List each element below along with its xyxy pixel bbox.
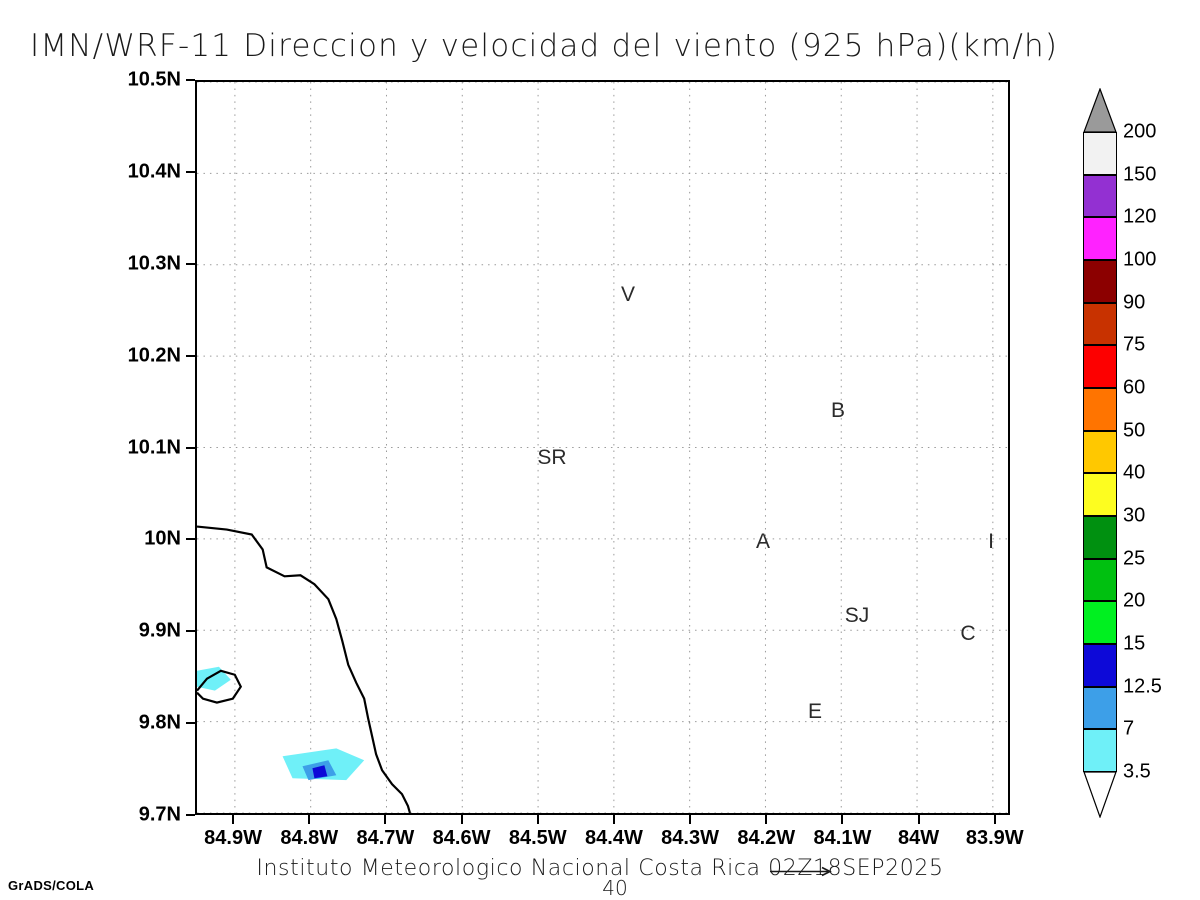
- colorbar-tick-label: 60: [1123, 376, 1146, 399]
- y-axis-tick: [186, 722, 195, 725]
- x-axis-label: 84.6W: [432, 827, 491, 849]
- water-patch: [312, 765, 328, 779]
- x-axis-tick: [460, 815, 463, 824]
- colorbar-tick-label: 15: [1123, 632, 1146, 655]
- colorbar-swatch: [1083, 516, 1117, 559]
- y-axis-tick: [186, 446, 195, 449]
- x-axis-label: 84W: [898, 827, 940, 849]
- colorbar-over-cap: [1083, 88, 1117, 133]
- city-label-a: A: [755, 530, 771, 553]
- city-label-e: E: [807, 700, 823, 723]
- colorbar-swatch: [1083, 601, 1117, 644]
- y-axis-label: 10.4N: [127, 160, 181, 183]
- colorbar-tick-label: 3.5: [1123, 760, 1151, 783]
- colorbar-tick-label: 25: [1123, 547, 1146, 570]
- x-axis-label: 84.2W: [737, 827, 796, 849]
- y-axis-label: 10.1N: [127, 436, 181, 458]
- colorbar-tick-label: 7: [1123, 717, 1135, 740]
- colorbar-swatch: [1083, 558, 1117, 602]
- x-axis-tick: [689, 815, 692, 824]
- x-axis-tick: [384, 815, 387, 824]
- city-label-i: I: [988, 530, 994, 553]
- y-axis-label: 10.5N: [127, 68, 181, 91]
- y-axis-label: 10.3N: [127, 252, 181, 275]
- colorbar-tick-label: 12.5: [1123, 675, 1162, 698]
- coastline: [197, 669, 243, 704]
- y-axis-tick: [186, 538, 195, 541]
- colorbar-swatch: [1083, 174, 1117, 218]
- reference-vector-arrow: [770, 866, 832, 877]
- colorbar-swatch: [1083, 686, 1117, 730]
- coastline: [197, 525, 412, 813]
- y-axis-tick: [186, 79, 195, 81]
- x-axis-label: 84.1W: [813, 827, 872, 849]
- y-axis-label: 9.7N: [138, 803, 181, 826]
- colorbar-tick-label: 40: [1123, 461, 1146, 484]
- y-axis-tick: [186, 262, 195, 265]
- x-axis-label: 84.9W: [204, 827, 262, 849]
- page-title: IMN/WRF-11 Direccion y velocidad del vie…: [30, 28, 1059, 64]
- colorbar-swatch: [1083, 217, 1117, 260]
- city-label-v: V: [620, 283, 636, 306]
- colorbar-swatch: [1083, 388, 1117, 431]
- colorbar-tick-label: 120: [1123, 205, 1157, 228]
- x-axis-tick: [308, 815, 311, 824]
- city-label-c: C: [960, 622, 976, 645]
- x-axis-label: 84.4W: [585, 827, 643, 849]
- y-axis-label: 9.8N: [138, 711, 181, 734]
- colorbar-swatch: [1083, 345, 1117, 388]
- colorbar-under-cap: [1083, 771, 1117, 818]
- colorbar-tick-label: 90: [1123, 291, 1146, 314]
- city-label-sj: SJ: [844, 604, 870, 627]
- colorbar-swatch: [1083, 430, 1117, 474]
- colorbar-tick-label: 75: [1123, 333, 1146, 356]
- reference-vector-value: 40: [602, 876, 628, 900]
- city-label-sr: SR: [537, 446, 567, 469]
- x-axis-tick: [841, 815, 844, 824]
- colorbar-tick-label: 150: [1123, 163, 1157, 186]
- y-axis-tick: [186, 630, 195, 633]
- colorbar-swatch: [1083, 302, 1117, 346]
- colorbar-swatch: [1083, 729, 1117, 772]
- city-label-b: B: [830, 399, 846, 422]
- y-axis-label: 10N: [144, 527, 181, 550]
- colorbar-tick-label: 30: [1123, 504, 1146, 527]
- x-axis-label: 84.8W: [280, 827, 339, 849]
- y-axis-label: 9.9N: [138, 619, 181, 642]
- x-axis-label: 84.3W: [661, 827, 719, 849]
- water-patch: [197, 666, 231, 691]
- colorbar-swatch: [1083, 260, 1117, 303]
- colorbar-swatch: [1083, 473, 1117, 516]
- colorbar-swatch: [1083, 132, 1117, 175]
- y-axis-tick: [186, 354, 195, 357]
- colorbar-tick-label: 20: [1123, 589, 1146, 612]
- y-axis-tick: [186, 170, 195, 173]
- x-axis-tick: [765, 815, 768, 824]
- colorbar-swatch: [1083, 644, 1117, 687]
- y-axis-label: 10.2N: [127, 344, 181, 367]
- footer-caption: Instituto Meteorologico Nacional Costa R…: [256, 856, 944, 881]
- y-axis-tick: [186, 814, 195, 816]
- x-axis-label: 83.9W: [965, 827, 1024, 849]
- colorbar-tick-label: 100: [1123, 248, 1157, 271]
- x-axis-tick: [536, 815, 539, 824]
- colorbar-legend: 3.5 7 12.5 15 20 25 30 40 50 60 75 90 100 120 150 200: [1083, 88, 1162, 818]
- vector-field-canvas: [197, 82, 1008, 813]
- wind-vector-plot: [195, 80, 1010, 815]
- x-axis-tick: [917, 815, 920, 824]
- grads-credit: GrADS/COLA: [8, 878, 95, 893]
- x-axis-tick: [612, 815, 615, 824]
- x-axis-tick: [993, 815, 996, 824]
- x-axis-label: 84.7W: [356, 827, 415, 849]
- colorbar-tick-label: 200: [1123, 120, 1157, 143]
- x-axis-tick: [232, 815, 235, 824]
- colorbar-tick-label: 50: [1123, 419, 1146, 442]
- x-axis-label: 84.5W: [508, 827, 567, 849]
